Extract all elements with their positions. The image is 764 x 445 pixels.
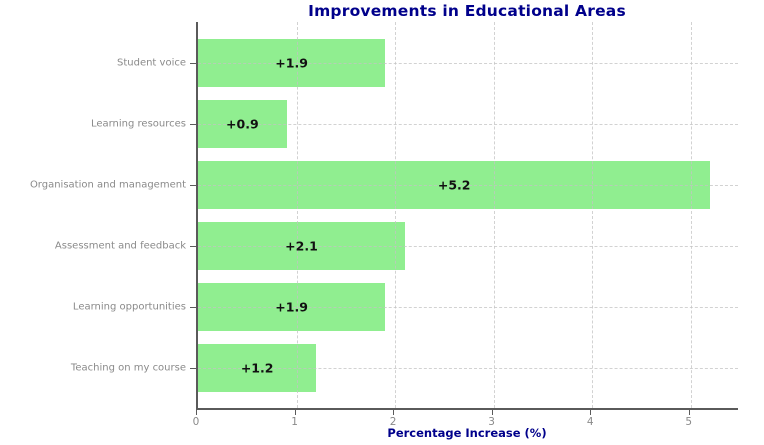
x-tick-label: 3 <box>488 416 495 428</box>
x-tick-label: 2 <box>389 416 397 428</box>
bar-value-label: +0.9 <box>226 116 259 131</box>
vertical-gridline <box>690 22 692 408</box>
x-tick-mark <box>294 410 296 415</box>
x-tick-mark <box>590 410 592 415</box>
x-tick-label: 4 <box>586 416 594 428</box>
plot-area: +1.9 +0.9 +5.2 +2.1 +1.9 +1.2 <box>196 22 738 410</box>
x-tick-label: 0 <box>192 416 200 428</box>
bar-value-label: +2.1 <box>285 238 318 253</box>
bar-value-label: +1.9 <box>275 55 308 70</box>
x-tick-label: 1 <box>291 416 298 428</box>
vertical-gridline <box>296 22 298 408</box>
x-tick-mark <box>688 410 690 415</box>
bar-value-label: +5.2 <box>437 177 471 192</box>
vertical-gridline <box>592 22 594 408</box>
vertical-gridline <box>395 22 397 408</box>
y-category-label: Assessment and feedback <box>54 240 186 251</box>
horizontal-gridline <box>198 367 738 369</box>
bar-value-label: +1.9 <box>275 299 308 314</box>
chart-title: Improvements in Educational Areas <box>308 2 626 20</box>
x-tick-mark <box>393 410 395 415</box>
y-tick-mark <box>190 245 196 247</box>
vertical-gridline <box>493 22 495 408</box>
y-category-label: Student voice <box>116 57 186 68</box>
y-category-label: Teaching on my course <box>70 362 186 373</box>
y-tick-mark <box>190 123 196 125</box>
x-tick-mark <box>491 410 493 415</box>
y-tick-mark <box>190 306 196 308</box>
x-tick-label: 5 <box>685 416 693 428</box>
horizontal-gridline <box>198 123 738 125</box>
x-axis-title: Percentage Increase (%) <box>387 426 547 440</box>
y-tick-mark <box>190 62 196 64</box>
x-tick-mark <box>196 410 197 415</box>
horizontal-gridline <box>198 306 738 308</box>
horizontal-gridline <box>198 62 738 64</box>
y-category-label: Organisation and management <box>29 179 186 190</box>
horizontal-gridline <box>198 245 738 247</box>
y-tick-mark <box>190 184 196 186</box>
y-category-label: Learning opportunities <box>72 301 186 312</box>
y-category-label: Learning resources <box>90 118 186 129</box>
horizontal-gridline <box>198 184 738 186</box>
bar-value-label: +1.2 <box>240 360 274 375</box>
y-tick-mark <box>190 367 196 369</box>
